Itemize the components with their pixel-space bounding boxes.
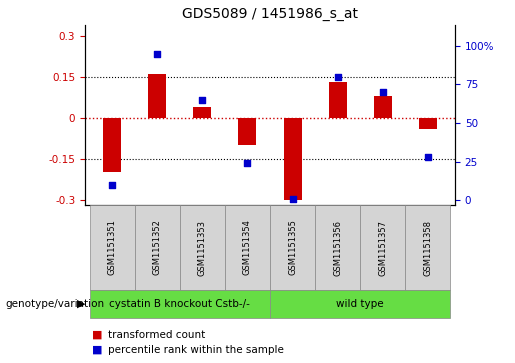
Text: ▶: ▶ [77,299,85,309]
Point [334,74,342,80]
Bar [193,107,211,118]
Text: GSM1151357: GSM1151357 [379,220,387,276]
Text: GSM1151356: GSM1151356 [333,220,342,276]
Bar [329,82,347,118]
Bar [284,118,302,200]
Bar [238,118,256,145]
Text: GSM1151355: GSM1151355 [288,220,297,276]
Text: wild type: wild type [336,299,384,309]
Point [424,154,432,160]
Text: GSM1151353: GSM1151353 [198,220,207,276]
Text: GSM1151358: GSM1151358 [423,220,433,276]
Text: transformed count: transformed count [108,330,205,340]
Bar [103,118,121,172]
Bar [148,74,166,118]
Text: GSM1151352: GSM1151352 [152,220,162,276]
Point [198,97,207,103]
Text: ■: ■ [92,345,102,355]
Point [243,160,251,166]
Point [108,182,116,188]
Bar [419,118,437,129]
Text: GSM1151354: GSM1151354 [243,220,252,276]
Text: percentile rank within the sample: percentile rank within the sample [108,345,283,355]
Text: GSM1151351: GSM1151351 [108,220,116,276]
Point [153,51,161,57]
Point [379,89,387,95]
Bar [374,96,392,118]
Text: cystatin B knockout Cstb-/-: cystatin B knockout Cstb-/- [109,299,250,309]
Title: GDS5089 / 1451986_s_at: GDS5089 / 1451986_s_at [182,7,358,21]
Text: genotype/variation: genotype/variation [5,299,104,309]
Point [288,196,297,201]
Text: ■: ■ [92,330,102,340]
